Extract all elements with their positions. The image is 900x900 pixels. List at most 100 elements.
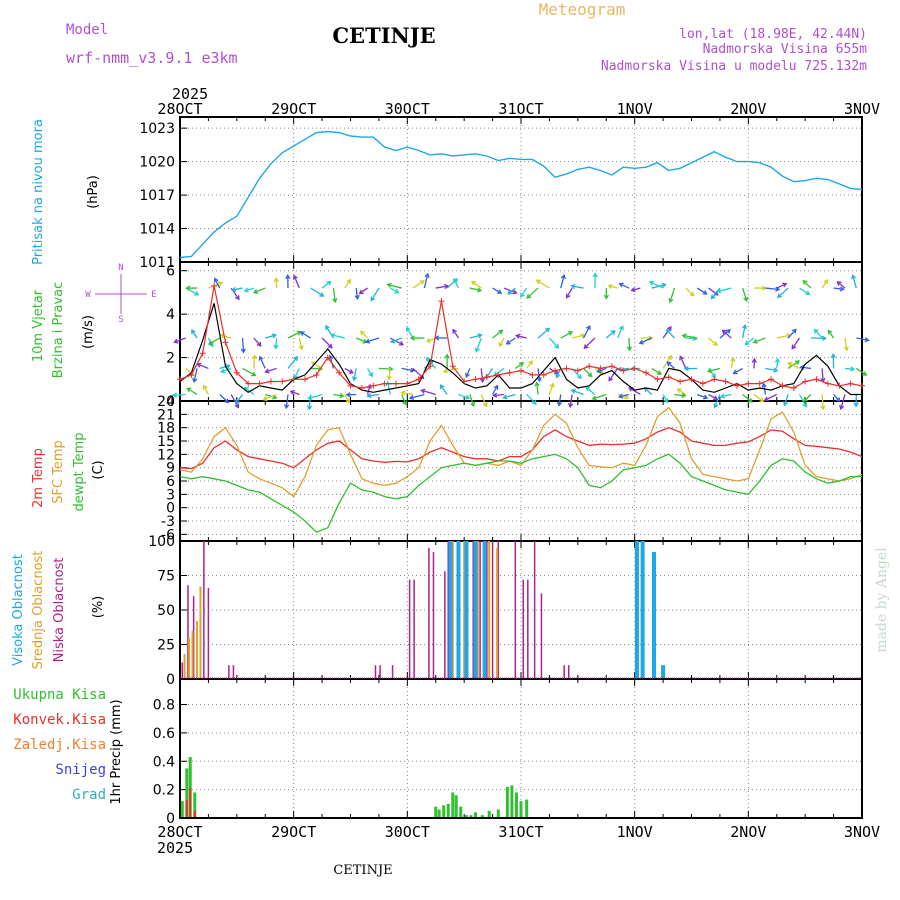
wind-arrow-head (570, 283, 576, 290)
wind-arrow-head (307, 394, 313, 401)
wind-speed-marker (665, 374, 672, 381)
wind-arrow-head (843, 346, 849, 352)
wind-speed-marker (768, 376, 775, 383)
y-tick-label: 2 (166, 351, 175, 367)
wind-arrow-head (618, 393, 624, 399)
y-tick-label: 6 (166, 264, 175, 280)
wind-arrow (608, 285, 618, 289)
wind-arrow (265, 334, 276, 339)
wind-arrow (571, 389, 584, 396)
precip-bar (193, 792, 197, 817)
wind-arrow (708, 287, 719, 296)
cloud-bar (432, 552, 435, 678)
wind-arrow (370, 287, 380, 301)
wind-speed-marker (643, 369, 650, 376)
wind-arrow (458, 393, 470, 399)
wind-arrow-head (339, 392, 345, 399)
high-cloud-label: Visoka Oblacnost (11, 554, 26, 666)
wind-arrow-head (744, 340, 750, 346)
wind-speed-marker (370, 382, 377, 389)
wind-arrow-head (591, 395, 597, 401)
wind-arrow-head (567, 331, 574, 336)
wind-arrow-head (683, 365, 689, 372)
wind-arrow-head (406, 326, 411, 332)
cloud-bar (183, 654, 186, 678)
cloud-bar (661, 665, 666, 678)
wind-arrow-head (666, 325, 672, 332)
cloud-bar (456, 541, 461, 678)
y-tick-label: 1017 (139, 188, 175, 204)
y-tick-label: 21 (157, 407, 175, 423)
wind-arrow (244, 287, 255, 292)
wind-arrow-head (465, 394, 471, 400)
wind-arrow (560, 331, 573, 339)
wind-arrow-head (425, 337, 432, 343)
wind-arrow (520, 287, 528, 298)
x-axis-bottom: 28OCT 29OCT 30OCT 31OCT 1NOV 2NOV 3NOV (157, 823, 880, 841)
wind-arrow-head (394, 288, 400, 294)
frozen-precip-label: Zaledj.Kisa (13, 737, 106, 753)
y-tick-label: 4 (166, 307, 175, 323)
wind-arrow (666, 329, 675, 339)
wind-arrow-head (774, 357, 780, 363)
wind-arrow-head (207, 340, 214, 345)
wind-arrow (662, 394, 669, 403)
y-tick-label: 0 (166, 672, 175, 688)
cloud-bar (651, 552, 656, 678)
cloud-bar (476, 541, 479, 678)
wind-arrow (753, 337, 766, 343)
compass-n: N (118, 263, 123, 273)
wind-arrow (777, 287, 789, 298)
cloud-bar (413, 579, 415, 678)
y-tick-label: 75 (157, 569, 175, 585)
conv-precip-label: Konvek.Kisa (13, 712, 106, 728)
lonlat-label: lon,lat (18.98E, 42.44N) (679, 27, 867, 42)
cloud-bar (464, 541, 469, 678)
precip-bar (464, 815, 468, 817)
wind-arrow-head (526, 293, 532, 299)
wind-arrow (469, 394, 475, 407)
wind-arrow-head (661, 282, 667, 288)
compass-e: E (151, 290, 156, 300)
wind-arrow-head (292, 274, 298, 280)
wind-unit: (m/s) (81, 315, 96, 349)
wind-arrow (719, 329, 731, 339)
wind-speed-marker (438, 298, 445, 305)
temp-unit: (C) (91, 460, 106, 479)
y-tick-label: 0 (166, 501, 175, 517)
precip-bar (487, 810, 491, 817)
wind-arrow (685, 337, 697, 340)
wind-arrow-head (420, 388, 426, 394)
cloud-bar (447, 541, 450, 678)
cloud-bar (391, 665, 394, 678)
wind-arrow (308, 393, 323, 399)
wind-speed-marker (506, 369, 513, 376)
cloud-bar (448, 541, 453, 678)
elevation-label: Nadmorska Visina 655m (703, 42, 868, 57)
x-tick-label-top: 1NOV (617, 100, 653, 118)
wind-arrow (401, 367, 415, 372)
y-tick-label: 15 (157, 434, 175, 450)
wind-arrow-head (555, 373, 561, 379)
wind-arrow-head (743, 296, 749, 303)
wind-arrow-head (419, 280, 425, 285)
wind-arrow (435, 285, 449, 289)
wind-arrow-head (346, 278, 351, 284)
y-tick-label: 0.2 (153, 783, 175, 799)
wind-arrow-head (328, 354, 334, 360)
wind-arrow (526, 287, 539, 299)
wind-speed-marker (722, 378, 729, 385)
wind-arrow (799, 287, 810, 295)
wind-arrow (191, 329, 198, 339)
wind-arrow-head (470, 402, 476, 408)
credit-label: made by Angel (874, 547, 890, 653)
cloud-bar (232, 665, 235, 678)
wind-arrow-head (585, 386, 591, 392)
wind-arrow-head (710, 294, 716, 300)
wind-arrow (235, 394, 244, 404)
wind-arrow-head (703, 394, 709, 400)
wind-arrow-head (213, 277, 219, 283)
wind-speed-marker (211, 282, 218, 289)
wind-arrow (765, 367, 778, 372)
wind-arrow-head (482, 402, 488, 408)
